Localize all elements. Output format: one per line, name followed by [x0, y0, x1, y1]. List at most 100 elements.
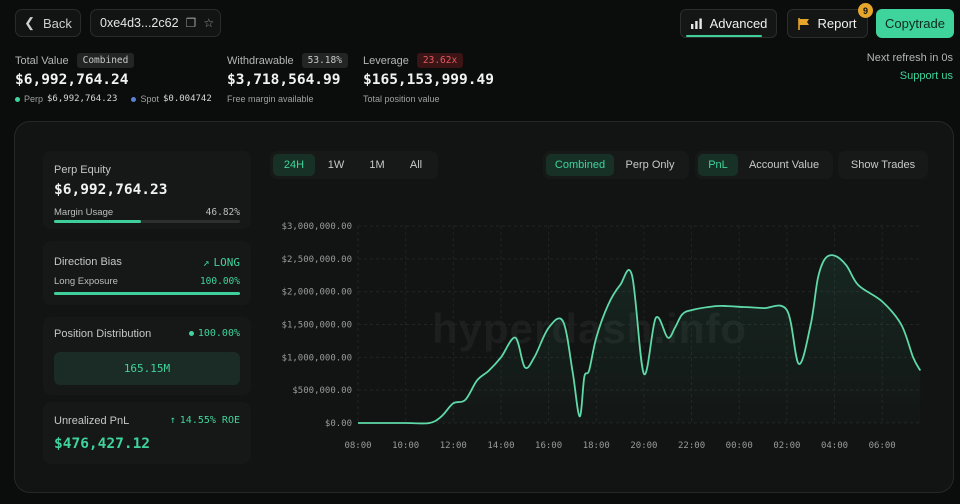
withdrawable-title: Withdrawable [227, 54, 294, 67]
position-distribution-bar: 165.15M [54, 352, 240, 385]
total-value-label: Total Value Combined [15, 53, 135, 68]
advanced-underline [686, 35, 762, 37]
long-exposure-bar [54, 292, 240, 295]
perp-label: Perp [24, 94, 44, 104]
leverage-label: Leverage 23.62x [363, 53, 464, 68]
total-value: $6,992,764.24 [15, 72, 129, 88]
star-icon[interactable]: ☆ [203, 16, 215, 30]
perp-equity-card: Perp Equity $6,992,764.23 Margin Usage 4… [43, 151, 251, 229]
tab-1w[interactable]: 1W [327, 159, 345, 171]
unrealized-pnl-value: $476,427.12 [54, 436, 151, 452]
perp-dot-icon [15, 96, 20, 102]
perp-equity-label: Perp Equity [54, 164, 111, 176]
y-tick-label: $3,000,000.00 [282, 222, 352, 232]
leverage-pill: 23.62x [416, 53, 464, 68]
y-tick-label: $2,500,000.00 [282, 255, 352, 265]
roe-tag: ↑ 14.55% ROE [170, 415, 240, 426]
x-tick-label: 00:00 [726, 441, 753, 451]
unrealized-pnl-label: Unrealized PnL [54, 415, 130, 427]
trend-up-icon: ↗ [202, 256, 210, 269]
direction-bias-tag: ↗ LONG [203, 256, 240, 269]
x-tick-label: 14:00 [487, 441, 514, 451]
pnl-area [358, 255, 921, 424]
x-tick-label: 02:00 [773, 441, 800, 451]
y-tick-label: $500,000.00 [292, 386, 352, 396]
tab-combined[interactable]: Combined [546, 154, 614, 176]
x-tick-label: 18:00 [583, 441, 610, 451]
range-tabs: 24H 1W 1M All [270, 151, 438, 179]
tab-pnl[interactable]: PnL [698, 154, 738, 176]
back-label: Back [43, 15, 72, 31]
refresh-timer: Next refresh in 0s [866, 52, 953, 64]
copy-icon[interactable]: ❐ [185, 16, 197, 30]
top-bar: ❮ Back 0xe4d3...2c62 ❐ ☆ Advanced Report… [0, 0, 960, 46]
position-distribution-tag: 100.00% [188, 328, 240, 339]
margin-usage-label: Margin Usage [54, 207, 114, 218]
combined-pill: Combined [76, 53, 135, 68]
long-exposure-fill [54, 292, 240, 295]
x-tick-label: 08:00 [344, 441, 371, 451]
wallet-address: 0xe4d3...2c62 ❐ ☆ [90, 9, 221, 37]
scope-tabs: Combined Perp Only [543, 151, 689, 179]
spot-label: Spot [140, 94, 159, 104]
leverage-sub: Total position value [363, 94, 440, 104]
leverage-value: $165,153,999.49 [363, 72, 494, 88]
pnl-line [358, 254, 922, 425]
perp-value: $6,992,764.23 [47, 94, 118, 104]
margin-usage-bar [54, 220, 240, 223]
position-distribution-card: Position Distribution 100.00% 165.15M [43, 317, 251, 395]
metric-tabs: PnL Account Value [695, 151, 833, 179]
y-tick-label: $1,000,000.00 [282, 353, 352, 363]
arrow-up-icon: ↑ [169, 415, 176, 426]
x-tick-label: 22:00 [678, 441, 705, 451]
long-exposure-label: Long Exposure [54, 276, 118, 287]
report-badge: 9 [858, 3, 873, 18]
chevron-left-icon: ❮ [24, 15, 35, 30]
copytrade-button[interactable]: Copytrade [876, 9, 954, 38]
withdrawable-pill: 53.18% [301, 53, 348, 68]
unrealized-pnl-card: Unrealized PnL ↑ 14.55% ROE $476,427.12 [43, 402, 251, 464]
withdrawable-sub: Free margin available [227, 94, 314, 104]
direction-bias-card: Direction Bias ↗ LONG Long Exposure 100.… [43, 241, 251, 305]
report-label: Report [817, 16, 857, 31]
position-distribution-label: Position Distribution [54, 328, 152, 340]
position-distribution-value: 100.00% [197, 328, 240, 339]
address-text: 0xe4d3...2c62 [100, 16, 179, 30]
margin-usage-value: 46.82% [205, 207, 240, 218]
y-tick-label: $2,000,000.00 [282, 288, 352, 298]
x-tick-label: 12:00 [440, 441, 467, 451]
withdrawable-value: $3,718,564.99 [227, 72, 341, 88]
long-exposure-value: 100.00% [199, 276, 240, 287]
support-link[interactable]: Support us [899, 70, 953, 82]
total-value-title: Total Value [15, 54, 69, 67]
total-value-breakdown: Perp $6,992,764.23 Spot $0.004742 [15, 94, 212, 104]
x-tick-label: 20:00 [630, 441, 657, 451]
tab-all[interactable]: All [409, 159, 423, 171]
withdrawable-label: Withdrawable 53.18% [227, 53, 348, 68]
advanced-label: Advanced [709, 16, 768, 31]
roe-value: 14.55% ROE [179, 415, 240, 426]
status-dot-icon [188, 331, 194, 336]
back-button[interactable]: ❮ Back [15, 9, 81, 37]
show-trades-button[interactable]: Show Trades [850, 159, 916, 171]
x-tick-label: 06:00 [869, 441, 896, 451]
leverage-title: Leverage [363, 54, 409, 67]
flag-icon [798, 17, 810, 30]
perp-equity-value: $6,992,764.23 [54, 182, 168, 198]
tab-1m[interactable]: 1M [369, 159, 385, 171]
bar-chart-icon [690, 18, 702, 29]
tab-account-value[interactable]: Account Value [748, 159, 820, 171]
pnl-chart: $0.00 $500,000.00 $1,000,000.00 $1,500,000.… [282, 222, 922, 451]
y-tick-label: $0.00 [325, 419, 352, 429]
direction-bias-value: LONG [213, 256, 241, 269]
x-tick-label: 04:00 [821, 441, 848, 451]
spot-value: $0.004742 [162, 94, 212, 104]
margin-usage-fill [54, 220, 142, 223]
report-button[interactable]: Report [787, 9, 868, 38]
advanced-button[interactable]: Advanced [680, 9, 777, 38]
tab-24h[interactable]: 24H [273, 154, 315, 176]
spot-dot-icon [131, 96, 137, 102]
x-tick-label: 10:00 [392, 441, 419, 451]
direction-bias-label: Direction Bias [54, 256, 122, 268]
tab-perp-only[interactable]: Perp Only [625, 159, 675, 171]
